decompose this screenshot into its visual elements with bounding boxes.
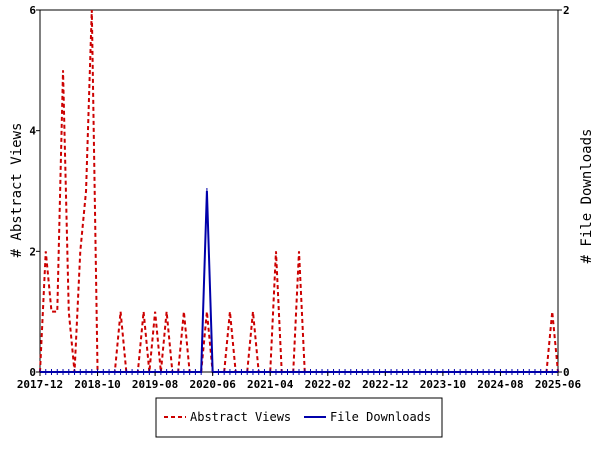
x-tick-label: 2022-12 bbox=[362, 378, 408, 391]
x-tick-label: 2017-12 bbox=[17, 378, 63, 391]
x-axis: 2017-12 2018-10 2019-08 2020-06 2021-04 2022-… bbox=[17, 372, 582, 391]
y-left-tick-label: 2 bbox=[29, 245, 36, 258]
y-axis-left: 0 2 4 6 bbox=[29, 4, 40, 379]
x-tick-label: 2018-10 bbox=[74, 378, 120, 391]
x-tick-label: 2021-04 bbox=[247, 378, 294, 391]
x-tick-label: 2022-02 bbox=[305, 378, 351, 391]
x-tick-label: 2024-08 bbox=[477, 378, 523, 391]
x-tick-label: 2025-06 bbox=[535, 378, 582, 391]
y-axis-left-title: # Abstract Views bbox=[9, 123, 25, 258]
y-left-tick-label: 6 bbox=[29, 4, 36, 17]
y-right-tick-label: 2 bbox=[563, 4, 570, 17]
x-tick-label: 2019-08 bbox=[132, 378, 178, 391]
x-tick-label: 2020-06 bbox=[189, 378, 236, 391]
legend-box bbox=[155, 397, 443, 438]
y-axis-right-title: # File Downloads bbox=[579, 129, 595, 264]
y-axis-right: 02 bbox=[558, 4, 570, 379]
series-markers-file-downloads bbox=[39, 188, 559, 375]
y-left-tick-label: 0 bbox=[29, 366, 36, 379]
legend-label-abstract-views: Abstract Views bbox=[190, 410, 291, 424]
y-right-tick-label: 0 bbox=[563, 366, 570, 379]
plot-area bbox=[39, 9, 559, 375]
legend: Abstract Views File Downloads bbox=[155, 397, 443, 438]
y-left-tick-label: 4 bbox=[29, 125, 36, 138]
x-tick-label: 2023-10 bbox=[420, 378, 466, 391]
legend-label-file-downloads: File Downloads bbox=[330, 410, 431, 424]
